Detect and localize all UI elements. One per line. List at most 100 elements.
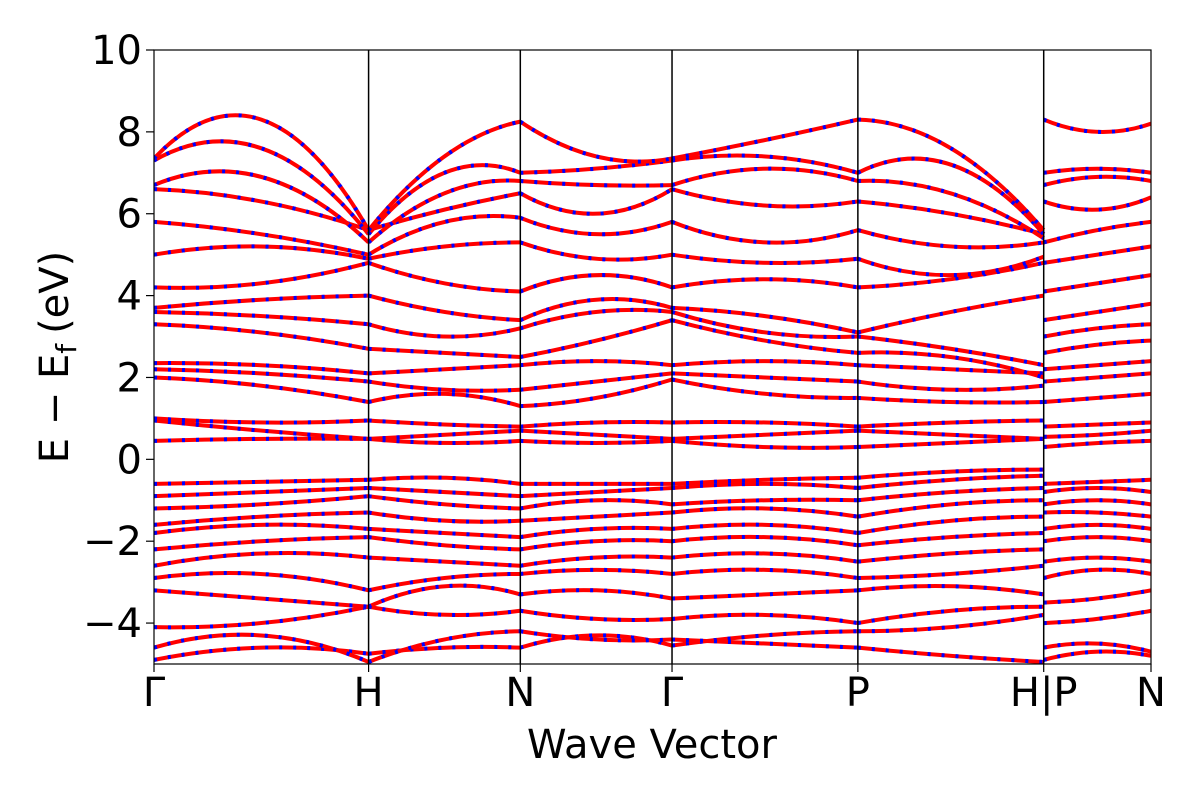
band-line-spin-down <box>1043 588 1151 605</box>
band-line-spin-down <box>857 254 1045 278</box>
plot-frame <box>153 49 1152 665</box>
band-line-spin-down <box>857 604 1044 626</box>
band-line-spin-down <box>519 525 673 540</box>
band-line-spin-down <box>154 367 369 384</box>
band-line-spin-down <box>1043 555 1151 564</box>
band-line-spin-down <box>520 438 673 445</box>
band-line-spin-down <box>154 309 369 327</box>
band-line-spin-down <box>857 514 1044 535</box>
band-line-spin-down <box>857 228 1045 250</box>
x-tick-label: H <box>354 670 384 716</box>
band-line-spin-up <box>519 187 674 216</box>
band-line-spin-down <box>519 554 673 568</box>
band-line-spin-down <box>367 629 521 664</box>
band-line-spin-down <box>368 494 521 511</box>
y-tick-label: 0 <box>117 437 142 483</box>
band-line-spin-down <box>671 153 859 175</box>
band-line-spin-down <box>671 588 858 601</box>
y-tick-label: 2 <box>117 355 142 401</box>
band-line-spin-down <box>1043 420 1151 429</box>
band-line-spin-down <box>154 632 370 664</box>
band-line-spin-down <box>857 531 1044 548</box>
band-line-spin-down <box>1043 486 1151 495</box>
band-line-spin-down <box>671 612 859 626</box>
band-line-spin-up <box>367 214 521 257</box>
band-line-spin-down <box>671 305 859 335</box>
x-tick-label: N <box>505 670 535 716</box>
band-line-spin-down <box>857 428 1044 441</box>
band-line-spin-up <box>154 169 370 244</box>
band-line-spin-down <box>857 485 1044 503</box>
band-line-spin-down <box>671 497 858 507</box>
band-line-spin-down <box>1043 166 1151 175</box>
band-line-spin-down <box>671 481 859 490</box>
band-line-spin-down <box>671 506 859 519</box>
x-axis-label: Wave Vector <box>527 722 778 768</box>
band-line-spin-down <box>857 418 1044 429</box>
band-line-spin-down <box>671 277 859 290</box>
band-line-spin-down <box>154 260 370 290</box>
band-line-spin-down <box>367 119 521 232</box>
band-line-spin-down <box>519 273 673 294</box>
band-line-spin-down <box>1043 608 1151 626</box>
y-axis-ticks: 10 8 6 4 2 0 −2 −4 <box>83 28 154 647</box>
band-line-spin-down <box>671 166 859 187</box>
band-line-spin-down <box>857 178 1045 240</box>
band-line-spin-down <box>520 428 673 441</box>
y-tick-label: −4 <box>83 601 142 647</box>
band-line-spin-down <box>367 583 521 609</box>
band-line-spin-down <box>154 361 369 376</box>
band-line-spin-down <box>857 260 1045 290</box>
y-axis-label-unit: (eV) <box>32 251 78 334</box>
band-line-spin-down <box>857 293 1045 335</box>
band-line-spin-down <box>1043 371 1151 384</box>
band-line-spin-down <box>1043 567 1151 580</box>
band-line-spin-down <box>368 510 521 524</box>
band-line-spin-up <box>154 375 369 404</box>
band-line-spin-down <box>1042 117 1151 134</box>
x-tick-label: H|P <box>1010 670 1078 716</box>
y-tick-label: 4 <box>117 274 142 320</box>
band-line-spin-down <box>368 191 521 233</box>
band-line-spin-down <box>520 485 673 499</box>
band-line-spin-down <box>857 645 1044 664</box>
band-line-spin-down <box>671 359 859 368</box>
band-line-spin-down <box>368 418 521 429</box>
band-line-spin-down <box>520 371 673 392</box>
y-axis-label: E − Ef (eV) <box>32 251 83 464</box>
band-line-spin-down <box>857 334 1045 368</box>
band-line-spin-down <box>671 419 858 429</box>
band-line-spin-down <box>1043 498 1151 507</box>
band-line-spin-down <box>519 307 673 331</box>
x-tick-label: Γ <box>661 670 684 716</box>
kpoint-lines <box>367 50 1045 664</box>
band-line-spin-down <box>671 567 859 581</box>
y-tick-label: 6 <box>117 192 142 238</box>
band-line-spin-up <box>367 163 522 236</box>
band-line-spin-down <box>857 199 1045 237</box>
band-line-spin-down <box>154 244 370 261</box>
band-line-spin-down <box>154 510 369 527</box>
band-line-spin-down <box>154 571 370 593</box>
band-line-spin-down <box>857 436 1044 450</box>
band-line-spin-down <box>154 375 369 404</box>
band-line-spin-down <box>1043 428 1151 439</box>
band-line-spin-down <box>671 117 859 161</box>
band-line-spin-down <box>367 260 521 294</box>
band-line-spin-down <box>1043 477 1151 486</box>
y-tick-label: −2 <box>83 519 142 565</box>
band-line-spin-down <box>368 526 521 540</box>
band-line-spin-down <box>1043 438 1151 450</box>
band-line-spin-down <box>857 563 1044 581</box>
band-line-spin-down <box>856 156 1046 236</box>
band-line-spin-down <box>671 310 858 340</box>
band-line-spin-down <box>1043 535 1151 544</box>
band-line-spin-down <box>520 377 673 409</box>
band-line-spin-down <box>520 359 673 368</box>
band-line-spin-down <box>857 395 1044 405</box>
band-line-spin-down <box>154 494 369 511</box>
band-line-spin-down <box>368 604 521 618</box>
band-line-spin-down <box>368 555 521 568</box>
band-line-spin-down <box>671 187 859 209</box>
